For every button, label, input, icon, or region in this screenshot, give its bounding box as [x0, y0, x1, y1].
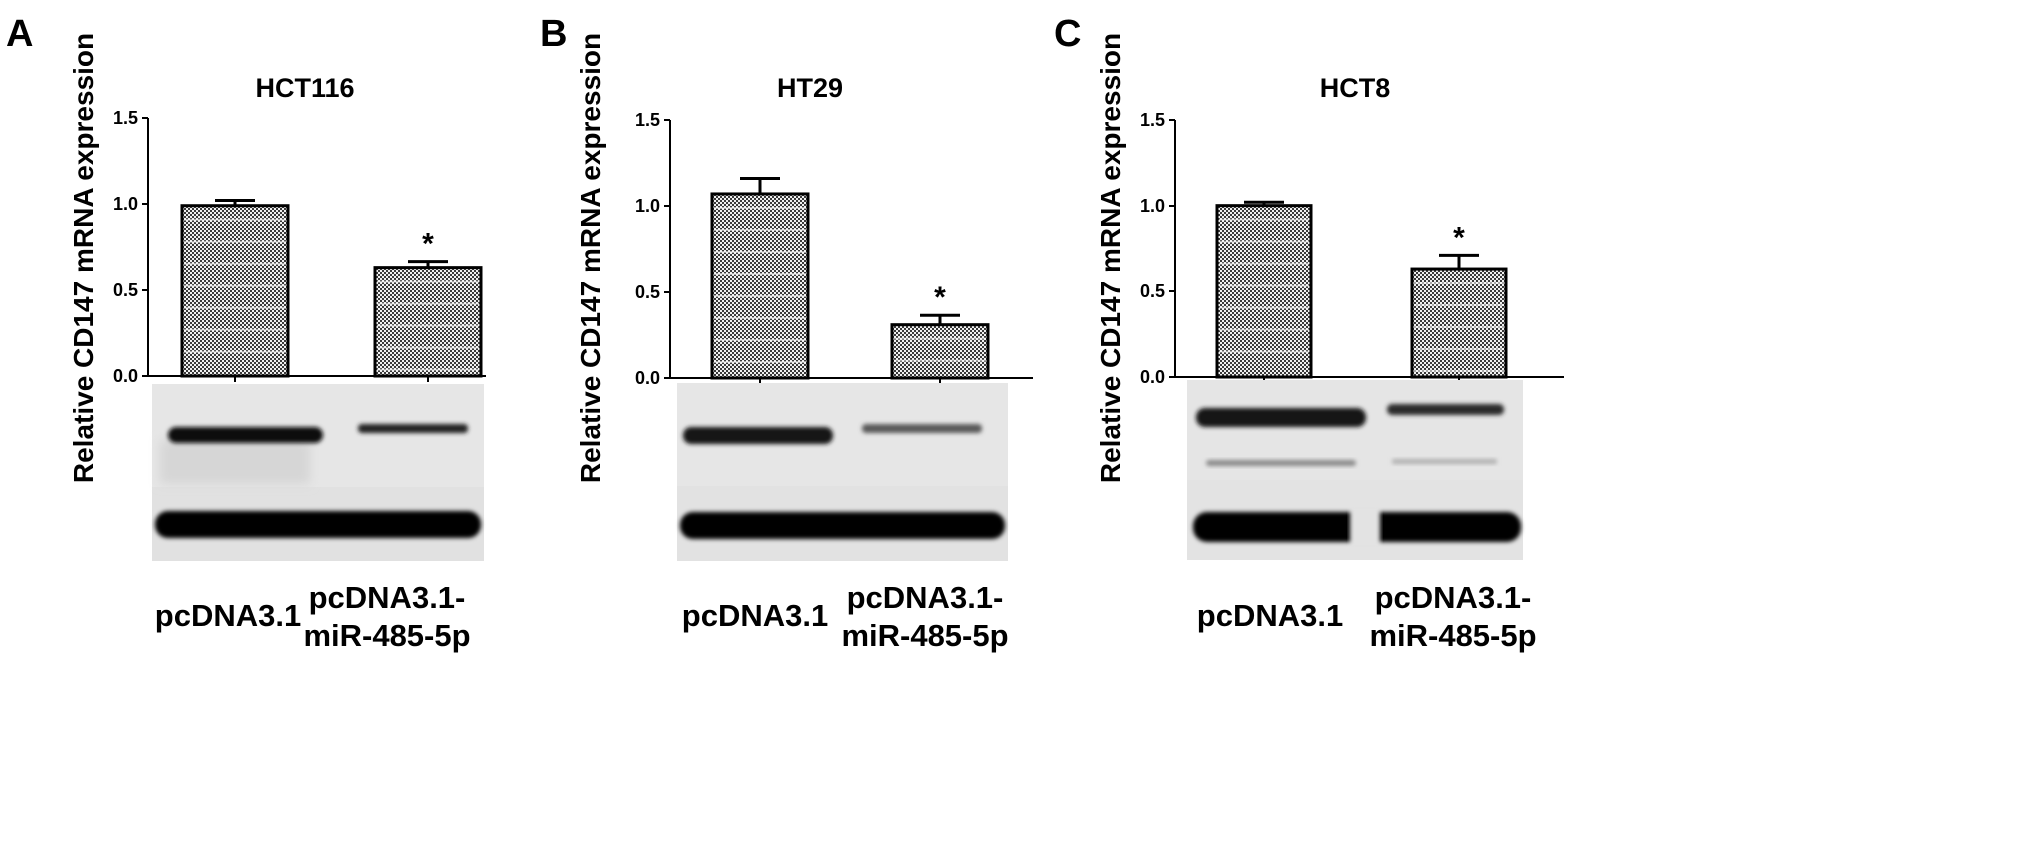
lane-label-mir-a-line2: miR-485-5p: [303, 618, 470, 653]
bars-c: *: [1215, 200, 1508, 379]
lane-label-mir-b-line1: pcDNA3.1-: [847, 580, 1004, 615]
lane-label-mir-b-line2: miR-485-5p: [841, 618, 1008, 653]
y-axis-label-c: Relative CD147 mRNA expression: [1095, 33, 1126, 483]
panel-c: C HCT8 Relative CD147 mRNA expression 0.…: [1054, 13, 1564, 653]
significance-marker: *: [1453, 221, 1465, 254]
panel-letter-a: A: [6, 13, 33, 55]
panel-a: A HCT116 Relative CD147 mRNA expression …: [6, 13, 486, 653]
bar: [180, 204, 290, 378]
y-tick-label: 0.0: [113, 366, 138, 386]
bar: [1215, 204, 1313, 379]
lane-label-mir-c-line1: pcDNA3.1-: [1375, 580, 1532, 615]
lane-label-control-b: pcDNA3.1: [682, 598, 828, 633]
y-tick-label: 1.5: [635, 110, 660, 130]
chart-title-b: HT29: [777, 73, 843, 103]
western-blot-c: [1187, 380, 1523, 560]
significance-marker: *: [422, 228, 434, 261]
lane-label-mir-a-line1: pcDNA3.1-: [309, 580, 466, 615]
panel-letter-c: C: [1054, 13, 1081, 55]
western-blot-b: [677, 383, 1008, 561]
bars-b: *: [710, 176, 990, 380]
y-axis-label-a: Relative CD147 mRNA expression: [68, 33, 99, 483]
chart-title-a: HCT116: [255, 73, 354, 103]
bar: [890, 323, 990, 380]
lane-label-control-a: pcDNA3.1: [155, 598, 301, 633]
y-tick-label: 0.5: [635, 282, 660, 302]
y-tick-label: 0.0: [635, 368, 660, 388]
y-tick-label: 0.5: [113, 280, 138, 300]
panel-b: B HT29 Relative CD147 mRNA expression 0.…: [540, 13, 1033, 653]
bar: [1410, 267, 1508, 379]
y-tick-label: 0.0: [1140, 367, 1165, 387]
western-blot-a: [152, 384, 484, 561]
y-tick-label: 1.0: [1140, 196, 1165, 216]
lane-label-mir-c-line2: miR-485-5p: [1369, 618, 1536, 653]
significance-marker: *: [934, 281, 946, 314]
y-tick-label: 1.0: [113, 194, 138, 214]
y-tick-label: 1.5: [113, 108, 138, 128]
bar: [373, 266, 483, 378]
y-tick-label: 0.5: [1140, 281, 1165, 301]
y-tick-label: 1.5: [1140, 110, 1165, 130]
lane-label-control-c: pcDNA3.1: [1197, 598, 1343, 633]
bar: [710, 192, 810, 380]
y-axis-label-b: Relative CD147 mRNA expression: [575, 33, 606, 483]
bars-a: *: [180, 199, 483, 378]
chart-title-c: HCT8: [1320, 73, 1391, 103]
panel-letter-b: B: [540, 13, 567, 55]
y-tick-label: 1.0: [635, 196, 660, 216]
